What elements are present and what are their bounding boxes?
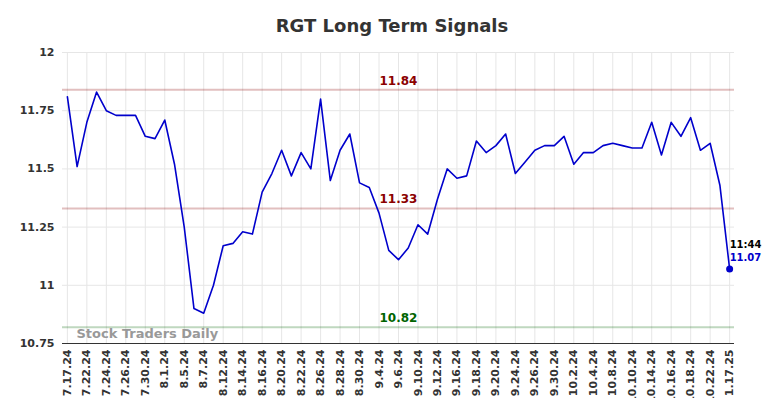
svg-text:1.17.25: 1.17.25 [723,350,736,397]
svg-text:10.10.24: 10.10.24 [626,349,639,398]
svg-text:10.8.24: 10.8.24 [606,349,619,396]
svg-text:9.30.24: 9.30.24 [548,349,561,396]
svg-text:8.16.24: 8.16.24 [256,349,269,396]
svg-text:11.25: 11.25 [20,221,55,234]
svg-text:10.4.24: 10.4.24 [587,349,600,396]
svg-text:10.22.24: 10.22.24 [704,349,717,398]
svg-text:8.28.24: 8.28.24 [334,349,347,396]
svg-text:9.10.24: 9.10.24 [411,349,424,396]
svg-text:7.17.24: 7.17.24 [61,349,74,396]
svg-text:7.24.24: 7.24.24 [100,349,113,396]
svg-text:8.22.24: 8.22.24 [295,349,308,396]
svg-text:9.18.24: 9.18.24 [470,349,483,396]
svg-text:10.75: 10.75 [20,337,55,350]
svg-text:10.16.24: 10.16.24 [665,349,678,398]
svg-text:9.26.24: 9.26.24 [528,349,541,396]
svg-text:9.4.24: 9.4.24 [373,349,386,388]
svg-text:11.84: 11.84 [380,74,418,88]
svg-text:7.22.24: 7.22.24 [80,349,93,396]
svg-text:8.7.24: 8.7.24 [197,349,210,388]
svg-text:8.30.24: 8.30.24 [353,349,366,396]
svg-text:8.20.24: 8.20.24 [275,349,288,396]
svg-text:8.12.24: 8.12.24 [217,349,230,396]
svg-text:10.82: 10.82 [380,311,418,325]
svg-text:8.1.24: 8.1.24 [158,349,171,388]
svg-text:10.2.24: 10.2.24 [567,349,580,396]
svg-text:10.14.24: 10.14.24 [645,349,658,398]
svg-text:10.18.24: 10.18.24 [684,349,697,398]
svg-text:11.33: 11.33 [380,192,418,206]
svg-text:Stock Traders Daily: Stock Traders Daily [77,326,219,341]
svg-text:9.24.24: 9.24.24 [509,349,522,396]
svg-text:11.07: 11.07 [730,252,762,263]
svg-text:9.20.24: 9.20.24 [489,349,502,396]
svg-text:9.16.24: 9.16.24 [450,349,463,396]
svg-text:7.26.24: 7.26.24 [119,349,132,396]
svg-text:9.12.24: 9.12.24 [431,349,444,396]
svg-text:8.14.24: 8.14.24 [236,349,249,396]
svg-text:11:44: 11:44 [730,239,762,250]
html-text:RGT Long Term Signals: RGT Long Term Signals [275,15,509,36]
svg-text:9.6.24: 9.6.24 [392,349,405,388]
svg-text:11.75: 11.75 [20,104,55,117]
svg-text:12: 12 [39,46,54,59]
svg-text:11.5: 11.5 [27,162,54,175]
svg-text:8.26.24: 8.26.24 [314,349,327,396]
svg-text:7.30.24: 7.30.24 [139,349,152,396]
svg-text:11: 11 [39,279,54,292]
svg-text:8.5.24: 8.5.24 [178,349,191,388]
